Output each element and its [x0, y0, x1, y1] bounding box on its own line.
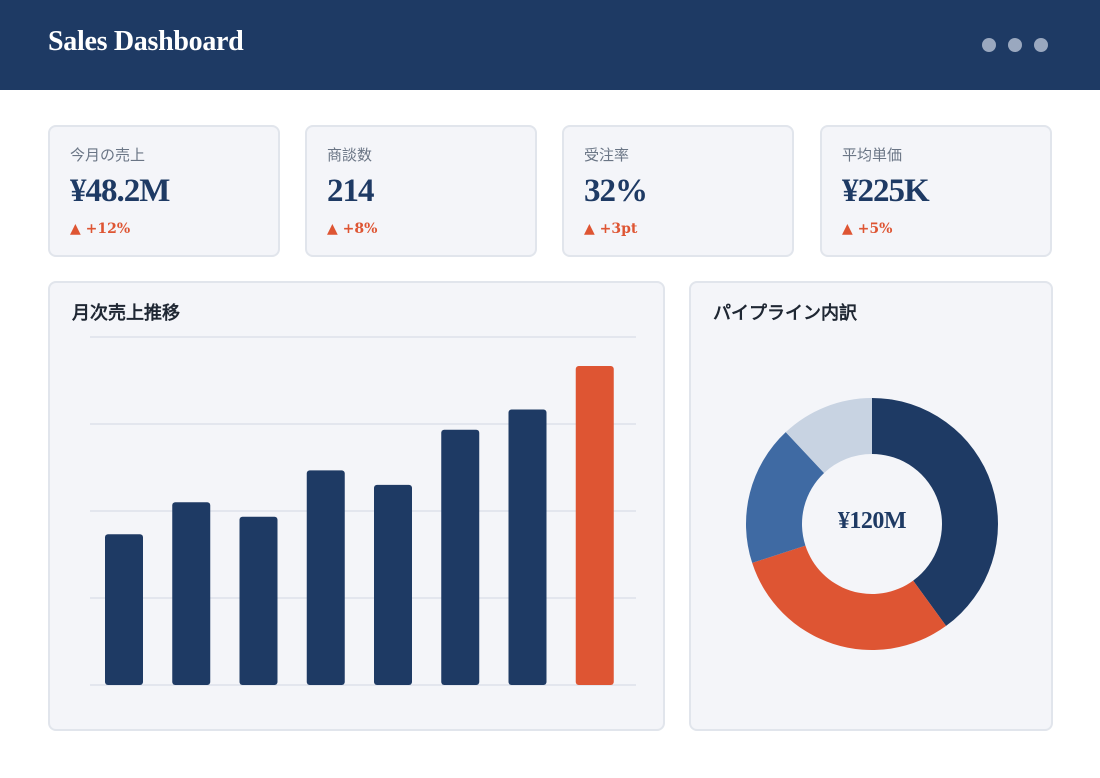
menu-dot[interactable]: [1034, 38, 1048, 52]
bar[interactable]: [508, 409, 547, 686]
donut-slice[interactable]: [746, 432, 825, 563]
menu-dot[interactable]: [982, 38, 996, 52]
more-horizontal-icon[interactable]: [982, 38, 1048, 52]
kpi-delta: ▲ +8%: [327, 221, 378, 237]
menu-dot[interactable]: [1008, 38, 1022, 52]
bar[interactable]: [374, 484, 412, 685]
kpi-card-avg-price: 平均単価 ¥225K ▲ +5%: [820, 125, 1052, 257]
bar[interactable]: [105, 534, 143, 685]
pipeline-donut-chart: [746, 398, 998, 650]
kpi-delta: ▲ +3pt: [584, 221, 638, 237]
donut-slice[interactable]: [872, 398, 998, 626]
kpi-label: 今月の売上: [70, 146, 146, 164]
bar[interactable]: [239, 516, 278, 685]
donut-slice[interactable]: [752, 545, 947, 650]
monthly-sales-panel: 月次売上推移: [48, 281, 665, 731]
bar[interactable]: [441, 429, 480, 685]
monthly-sales-bar-chart: [90, 336, 636, 686]
kpi-card-deals: 商談数 214 ▲ +8%: [305, 125, 537, 257]
app-title: Sales Dashboard: [48, 26, 244, 57]
kpi-label: 商談数: [327, 146, 373, 164]
top-header-bar: Sales Dashboard: [0, 0, 1100, 90]
kpi-card-monthly-sales: 今月の売上 ¥48.2M ▲ +12%: [48, 125, 280, 257]
panel-title: パイプライン内訳: [713, 303, 857, 324]
donut-center-label: ¥120M: [837, 508, 907, 534]
bar[interactable]: [306, 470, 345, 685]
kpi-delta: ▲ +12%: [70, 221, 131, 237]
kpi-label: 平均単価: [842, 146, 903, 164]
panel-title: 月次売上推移: [72, 303, 180, 324]
bar[interactable]: [172, 502, 211, 685]
kpi-value: ¥48.2M: [70, 173, 170, 209]
kpi-label: 受注率: [584, 146, 630, 164]
kpi-delta: ▲ +5%: [842, 221, 893, 237]
pipeline-panel: パイプライン内訳 ¥120M: [689, 281, 1053, 731]
kpi-value: 32%: [584, 173, 648, 209]
kpi-value: 214: [327, 173, 374, 209]
kpi-value: ¥225K: [842, 173, 930, 209]
bar[interactable]: [575, 366, 614, 685]
kpi-card-win-rate: 受注率 32% ▲ +3pt: [562, 125, 794, 257]
donut-slice[interactable]: [785, 398, 872, 473]
